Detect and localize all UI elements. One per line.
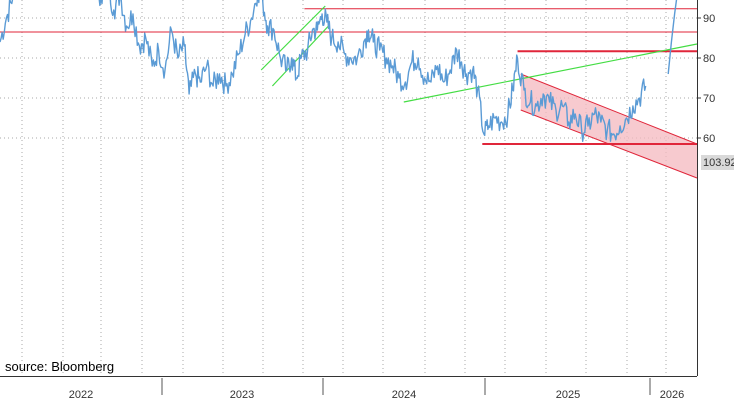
y-tick-label: 70 <box>703 93 715 105</box>
x-tick-label: 2025 <box>556 389 580 401</box>
last-value-box <box>701 155 734 170</box>
x-axis-ticks: 2022 2023 2024 2025 2026 <box>69 378 684 401</box>
resistance-lines <box>0 8 697 145</box>
y-tick-label: 80 <box>703 53 715 65</box>
channel-down-upper-edge <box>520 73 698 145</box>
grid <box>0 0 697 376</box>
last-value-tag: 103.92 <box>701 155 734 170</box>
x-tick-label: 2026 <box>660 389 684 401</box>
y-axis-ticks: 60708090100110120130140 <box>697 13 715 145</box>
price-line-main <box>0 0 647 142</box>
rising-trendline <box>403 43 698 103</box>
x-tick-label: 2023 <box>230 389 254 401</box>
source-label: source: Bloomberg <box>5 359 114 374</box>
x-tick-label: 2024 <box>392 389 416 401</box>
price-line-breakout <box>667 0 678 75</box>
channel-down-fill <box>520 74 697 178</box>
y-tick-label: 60 <box>703 133 715 145</box>
price-series <box>0 0 678 142</box>
y-tick-label: 90 <box>703 13 715 25</box>
channel-up-upper <box>260 5 326 71</box>
x-tick-label: 2022 <box>69 389 93 401</box>
last-value-label: 103.92 <box>703 157 734 169</box>
